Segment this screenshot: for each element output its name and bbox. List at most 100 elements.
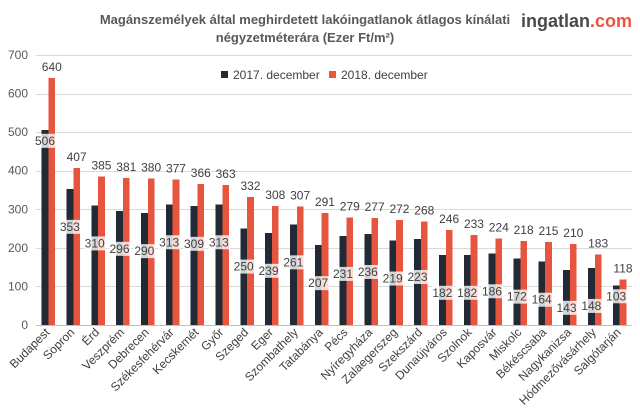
- data-label-2017-december-erd: 310: [85, 236, 105, 250]
- data-label-bg-2017-december-pecs: [332, 266, 355, 281]
- bar-2018-december-nagykanizsa: [569, 244, 577, 325]
- data-label-2018-december-szekszard: 268: [414, 204, 434, 218]
- data-label-2017-december-salgotarjan: 103: [606, 289, 626, 303]
- data-label-2018-december-sopron: 407: [67, 150, 87, 164]
- data-label-bg-2017-december-budapest: [34, 133, 57, 148]
- data-label-2017-december-eger: 239: [259, 264, 279, 278]
- data-label-bg-2017-december-miskolc: [505, 289, 528, 304]
- data-label-bg-2017-december-bekescsaba: [530, 292, 553, 307]
- data-label-2017-december-nyiregyhaza: 236: [358, 265, 378, 279]
- data-label-bg-2017-december-kecskemet: [183, 236, 206, 251]
- data-label-2018-december-debrecen: 380: [141, 160, 161, 174]
- data-label-2017-december-budapest: 506: [35, 134, 55, 148]
- bar-2018-december-szekesfehervar: [172, 179, 180, 325]
- bar-2017-december-szombathely: [289, 224, 297, 325]
- bar-2017-december-veszprem: [116, 210, 123, 325]
- data-label-bg-2017-december-kaposvar: [481, 284, 504, 299]
- bar-2018-december-sopron: [73, 168, 81, 325]
- data-label-2018-december-bekescsaba: 215: [538, 224, 558, 238]
- bar-2018-december-kaposvar: [495, 238, 503, 325]
- legend-swatch-2018-december: [329, 71, 336, 78]
- data-label-2017-december-nagykanizsa: 143: [557, 301, 577, 315]
- data-label-2018-december-szekesfehervar: 377: [166, 162, 186, 176]
- bar-2017-december-eger: [265, 232, 272, 325]
- data-label-2018-december-pecs: 279: [340, 199, 360, 213]
- data-label-bg-2017-december-debrecen: [133, 244, 156, 259]
- data-label-2018-december-dunaujvaros: 246: [439, 212, 459, 226]
- data-labels: 506 640 353 407 310 385 296 381 290 380 313 377 309 3…: [34, 60, 633, 315]
- data-label-2018-december-kecskemet: 366: [191, 166, 211, 180]
- data-label-2018-december-nagykanizsa: 210: [563, 226, 583, 240]
- legend-label-2017-december: 2017. december: [233, 68, 320, 82]
- logo-domain: .com: [590, 11, 632, 31]
- legend: 2017. december 2018. december: [221, 68, 428, 82]
- bar-2017-december-szekesfehervar: [165, 204, 173, 325]
- bar-2018-december-kecskemet: [197, 183, 205, 325]
- data-label-2017-december-dunaujvaros: 182: [432, 286, 452, 300]
- y-tick-label-0: 0: [21, 318, 28, 332]
- chart-title: Magánszemélyek által meghirdetett lakóin…: [100, 12, 510, 45]
- data-label-2017-december-debrecen: 290: [134, 244, 154, 258]
- data-label-bg-2017-december-szekszard: [406, 269, 429, 284]
- bar-2018-december-erd: [98, 176, 105, 325]
- data-label-2018-december-erd: 385: [91, 159, 111, 173]
- data-label-2017-december-szombathely: 261: [283, 255, 303, 269]
- bar-2018-december-dunaujvaros: [445, 230, 453, 325]
- bar-2018-december-hodmezovasarhely: [594, 254, 602, 325]
- bar-2017-december-gyor: [215, 204, 223, 325]
- chart-title-line-1: Magánszemélyek által meghirdetett lakóin…: [100, 12, 510, 27]
- data-label-2017-december-kaposvar: 186: [482, 284, 502, 298]
- data-label-2018-december-miskolc: 218: [514, 223, 534, 237]
- data-label-bg-2017-december-sopron: [58, 219, 81, 234]
- data-label-2018-december-hodmezovasarhely: 183: [588, 236, 608, 250]
- data-label-2018-december-salgotarjan: 118: [613, 261, 632, 275]
- data-label-bg-2017-december-szeged: [232, 259, 255, 274]
- data-label-2017-december-miskolc: 172: [507, 290, 527, 304]
- data-label-2017-december-tatabanya: 207: [308, 276, 328, 290]
- bar-2018-december-budapest: [48, 78, 56, 326]
- data-label-2017-december-szeged: 250: [234, 260, 254, 274]
- data-label-bg-2017-december-szekesfehervar: [158, 235, 181, 250]
- data-label-2017-december-pecs: 231: [333, 267, 353, 281]
- data-label-2018-december-budapest: 640: [42, 60, 62, 74]
- data-label-bg-2017-december-eger: [257, 263, 280, 278]
- data-label-2018-december-eger: 308: [265, 188, 285, 202]
- ingatlan-logo: ingatlan.com: [521, 11, 632, 31]
- y-tick-label-600: 600: [8, 87, 28, 101]
- bar-2017-december-salgotarjan: [612, 285, 620, 325]
- legend-swatch-2017-december: [221, 71, 228, 78]
- bar-2017-december-erd: [91, 205, 99, 325]
- data-label-2017-december-szolnok: 182: [457, 286, 477, 300]
- data-label-bg-2017-december-veszprem: [108, 241, 131, 256]
- bar-2017-december-kecskemet: [190, 205, 198, 325]
- data-label-2018-december-veszprem: 381: [116, 160, 136, 174]
- data-label-bg-2017-december-erd: [83, 236, 106, 251]
- data-label-2018-december-szombathely: 307: [290, 189, 310, 203]
- chart-title-line-2: négyzetméterára (Ezer Ft/m²): [216, 30, 394, 45]
- y-tick-label-500: 500: [8, 125, 28, 139]
- data-label-2018-december-nyiregyhaza: 277: [365, 200, 385, 214]
- data-label-2017-december-veszprem: 296: [110, 242, 130, 256]
- data-label-2017-december-kecskemet: 309: [184, 237, 204, 251]
- bar-2017-december-sopron: [66, 188, 74, 325]
- data-label-bg-2017-december-gyor: [207, 235, 230, 250]
- data-label-2018-december-kaposvar: 224: [489, 221, 509, 235]
- legend-label-2018-december: 2018. december: [341, 68, 428, 82]
- y-tick-label-100: 100: [8, 279, 28, 293]
- bar-2017-december-budapest: [41, 129, 49, 325]
- bar-2018-december-gyor: [222, 184, 230, 325]
- data-label-bg-2017-december-nyiregyhaza: [356, 264, 379, 279]
- data-label-2017-december-bekescsaba: 164: [532, 293, 552, 307]
- data-label-2018-december-gyor: 363: [216, 167, 236, 181]
- data-label-2017-december-sopron: 353: [60, 220, 80, 234]
- data-label-bg-2017-december-dunaujvaros: [431, 285, 454, 300]
- logo-wordmark: ingatlan: [521, 11, 590, 31]
- data-label-bg-2017-december-salgotarjan: [605, 289, 628, 304]
- bar-2017-december-szeged: [240, 228, 248, 325]
- data-label-bg-2017-december-szolnok: [456, 285, 479, 300]
- data-label-2017-december-szekszard: 223: [408, 270, 428, 284]
- bar-2017-december-nyiregyhaza: [364, 233, 372, 325]
- bar-2018-december-tatabanya: [321, 212, 329, 325]
